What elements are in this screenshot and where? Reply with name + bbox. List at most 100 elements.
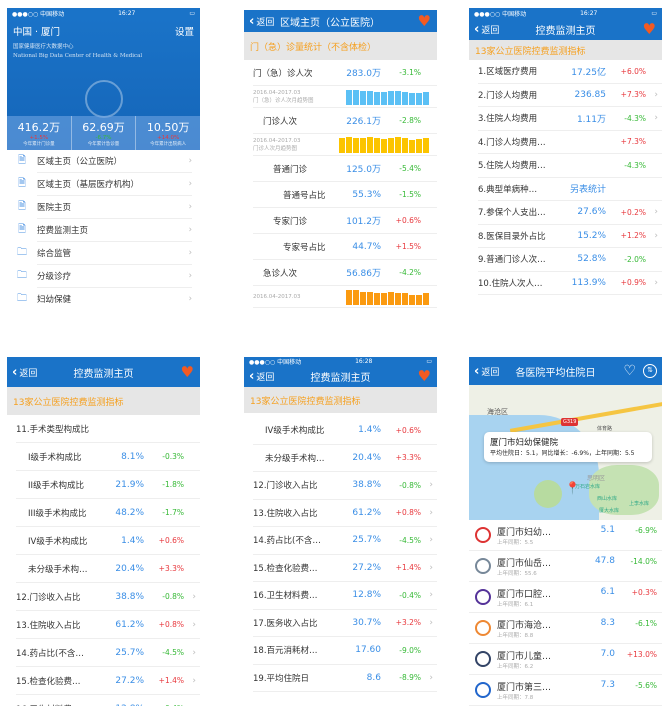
trend-bar: [381, 91, 387, 105]
indicator-row[interactable]: 19.平均住院日 8.6 -8.9% ›: [253, 665, 437, 692]
battery-icon: ▭: [189, 9, 195, 17]
indicator-row: 普通门诊 125.0万 -5.4%: [253, 156, 437, 182]
indicator-row[interactable]: 10.住院人次人… 113.9% +0.9% ›: [478, 272, 662, 295]
indicator-row: 门诊人次 226.1万 -2.8%: [253, 108, 437, 134]
favorite-heart-icon[interactable]: ♥: [417, 367, 431, 385]
trend-bar: [367, 90, 373, 105]
sort-toggle-icon[interactable]: ⇅: [643, 364, 657, 378]
clock: 16:27: [118, 9, 136, 17]
trend-bar: [402, 138, 408, 153]
back-button[interactable]: ‹ 返回: [249, 14, 274, 29]
menu-item[interactable]: 🗀 综合监管 ›: [7, 242, 200, 265]
clock: 16:28: [355, 357, 373, 365]
chevron-right-icon: ›: [429, 590, 433, 601]
trend-bar: [423, 91, 429, 105]
chevron-right-icon: ›: [188, 248, 192, 258]
favorite-heart-icon[interactable]: ♥: [642, 20, 656, 38]
indicator-row: 专家号占比 44.7% +1.5%: [253, 234, 437, 260]
city-title: 中国 · 厦门: [13, 27, 61, 38]
indicator-row[interactable]: 13.住院收入占比 61.2% +0.8% ›: [253, 500, 437, 527]
home-banner: 中国 · 厦门 设置 国家健康医疗大数据中心 National Big Data…: [7, 18, 200, 150]
indicator-row[interactable]: 14.药占比(不含… 25.7% -4.5% ›: [16, 639, 200, 667]
indicator-label: 未分级手术构…: [28, 564, 88, 575]
home-screen: ●●●○○ 中国移动 16:27 ▭ 中国 · 厦门 设置 国家健康医疗大数据中心 …: [7, 8, 200, 310]
indicator-row[interactable]: 8.医保目录外占比 15.2% +1.2% ›: [478, 225, 662, 248]
map-pin-icon[interactable]: 📍: [565, 481, 580, 495]
hospital-row[interactable]: 厦门市第三… 上年同期：7.8 7.3 -5.6%: [469, 675, 662, 706]
indicator-row[interactable]: 12.门诊收入占比 38.8% -0.8% ›: [253, 472, 437, 500]
trend-bar: [402, 293, 408, 305]
indicator-row[interactable]: 7.参保个人支出… 27.6% +0.2% ›: [478, 201, 662, 225]
menu-item[interactable]: 🗀 分级诊疗 ›: [7, 265, 200, 288]
indicator-label: 9.普通门诊人次…: [478, 255, 546, 266]
indicator-change: +0.6%: [395, 216, 421, 225]
indicator-row[interactable]: 14.药占比(不含… 25.7% -4.5% ›: [253, 527, 437, 555]
trend-caption: 2016.04-2017.03: [253, 293, 346, 301]
indicator-value: 1.4%: [121, 535, 144, 546]
menu-item[interactable]: 🗎 控费监测主页 ›: [7, 219, 200, 242]
trend-row[interactable]: 2016.04-2017.03 门诊人次月趋势图: [253, 134, 437, 156]
indicator-value: 236.85: [574, 89, 607, 100]
indicator-row[interactable]: 15.检查化验费… 27.2% +1.4% ›: [16, 667, 200, 695]
indicator-label: 18.百元消耗材…: [253, 646, 318, 657]
favorite-heart-icon[interactable]: ♥: [417, 12, 431, 30]
popup-title: 厦门市妇幼保健院: [490, 438, 559, 448]
indicator-row[interactable]: 3.住院人均费用 1.11万 -4.3% ›: [478, 107, 662, 131]
hospital-row[interactable]: 厦门市仙岳… 上年同期：55.6 47.8 -14.0%: [469, 551, 662, 582]
battery-icon: ▭: [651, 9, 657, 17]
trend-bar: [388, 138, 394, 153]
indicator-row[interactable]: 15.检查化验费… 27.2% +1.4% ›: [253, 555, 437, 582]
indicator-row[interactable]: 2.门诊人均费用 236.85 +7.3% ›: [478, 84, 662, 107]
favorite-heart-icon[interactable]: ♥: [180, 363, 194, 381]
indicator-row[interactable]: 16.卫生材料费…12.8%-0.4%›: [16, 695, 200, 707]
menu-label-wrap: 控费监测主页 ›: [37, 219, 192, 242]
indicator-label: IV级手术构成比: [28, 536, 88, 547]
trend-row[interactable]: 2016.04-2017.03: [253, 286, 437, 308]
back-label: 返回: [19, 368, 38, 379]
clock: 16:27: [580, 9, 598, 17]
indicator-label: 8.医保目录外占比: [478, 231, 546, 242]
indicator-row[interactable]: 16.卫生材料费…12.8%-0.4%›: [253, 582, 437, 610]
chevron-right-icon: ›: [429, 535, 433, 546]
menu-label-wrap: 区域主页（公立医院） ›: [37, 150, 192, 173]
trend-row[interactable]: 2016.04-2017.03 门（急）诊人次月趋势图: [253, 86, 437, 108]
indicator-row[interactable]: 13.住院收入占比 61.2% +0.8% ›: [16, 611, 200, 639]
indicator-row[interactable]: 17.医务收入占比 30.7% +3.2% ›: [253, 610, 437, 637]
indicator-label: 门诊人次: [263, 116, 298, 127]
hospital-info: 厦门市第三… 上年同期：7.8: [497, 680, 575, 701]
indicator-label: 15.检查化验费…: [253, 563, 318, 574]
indicator-change: +0.6%: [395, 425, 421, 435]
indicator-row: IV级手术构成比 1.4% +0.6%: [16, 527, 200, 555]
back-label: 返回: [481, 25, 500, 36]
menu-item[interactable]: 🗎 医院主页 ›: [7, 196, 200, 219]
hospital-row[interactable]: 厦门市海沧… 上年同期：8.8 8.3 -6.1%: [469, 613, 662, 644]
trend-bar: [374, 138, 380, 153]
back-button[interactable]: ‹ 返回: [249, 369, 274, 384]
indicator-label: 普通门诊: [273, 164, 308, 175]
hospital-last-year: 上年同期：6.1: [497, 601, 534, 608]
back-button[interactable]: ‹ 返回: [474, 364, 499, 379]
back-button[interactable]: ‹ 返回: [12, 365, 37, 380]
map-popup[interactable]: 厦门市妇幼保健院 平均住院日：5.1，同比增长：-6.9%，上年同期：5.5: [484, 432, 652, 462]
hospital-row[interactable]: 厦门市儿童… 上年同期：6.2 7.0 +13.0%: [469, 644, 662, 675]
back-button[interactable]: ‹ 返回: [474, 22, 499, 37]
chevron-right-icon: ›: [429, 672, 433, 683]
menu-item[interactable]: 🗎 区域主页（基层医疗机构） ›: [7, 173, 200, 196]
status-bar: ●●●○○ 中国移动 16:27 ▭: [7, 8, 200, 18]
stat-value: 62.69万: [82, 121, 125, 134]
hospital-row[interactable]: 厦门市口腔… 上年同期：6.1 6.1 +0.3%: [469, 582, 662, 613]
indicator-change: +7.3%: [620, 137, 646, 147]
favorite-outline-heart-icon[interactable]: ♡: [623, 363, 636, 379]
settings-button[interactable]: 设置: [174, 27, 194, 38]
indicator-change: -4.3%: [624, 113, 646, 123]
indicator-label: IV级手术构成比: [265, 426, 325, 437]
menu-item[interactable]: 🗎 区域主页（公立医院） ›: [7, 150, 200, 173]
map-view[interactable]: 海沧区 G319 体育路 思明区 万石岩水库 西山水库 厦大水库 上李水库 厦门…: [469, 385, 662, 520]
menu-item[interactable]: 🗀 妇幼保健 ›: [7, 288, 200, 310]
indicator-label: 15.检查化验费…: [16, 676, 81, 687]
indicator-row: IV级手术构成比 1.4% +0.6%: [253, 417, 437, 445]
hospital-info: 厦门市妇幼… 上年同期：5.5: [497, 525, 575, 546]
indicator-row[interactable]: 12.门诊收入占比 38.8% -0.8% ›: [16, 583, 200, 611]
hospital-row[interactable]: 厦门市妇幼… 上年同期：5.5 5.1 -6.9%: [469, 520, 662, 551]
folder-icon: 🗀: [17, 247, 27, 258]
